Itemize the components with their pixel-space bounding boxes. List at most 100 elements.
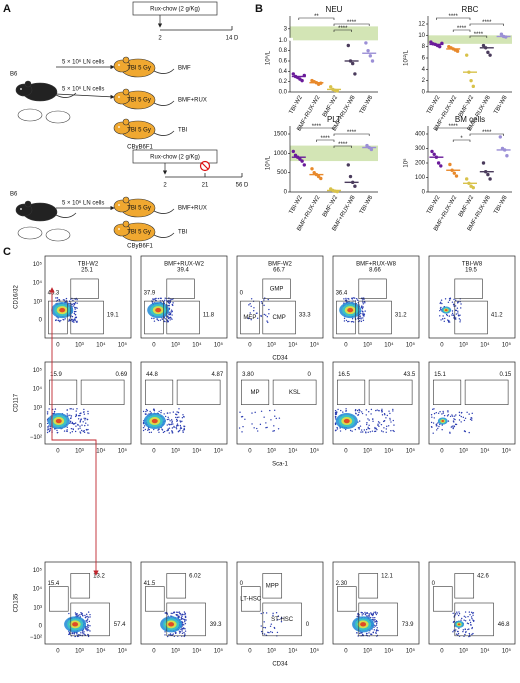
x-tick-label: 0 <box>248 343 252 349</box>
cage <box>45 228 71 242</box>
panel-label: A <box>3 3 11 15</box>
significance-bracket <box>333 145 352 148</box>
event <box>182 414 184 416</box>
event <box>74 302 77 304</box>
event <box>364 302 366 304</box>
event <box>455 313 458 315</box>
event <box>374 618 376 621</box>
event <box>435 411 437 414</box>
x-tick-label: 10⁵ <box>214 342 224 349</box>
event <box>362 317 364 319</box>
event <box>449 431 451 433</box>
event <box>458 613 461 615</box>
event <box>277 619 279 621</box>
event <box>179 424 182 427</box>
gate-value: 15.4 <box>48 581 60 587</box>
event <box>177 411 180 414</box>
event <box>238 427 241 429</box>
data-point <box>471 84 475 89</box>
gate-value: 39.4 <box>177 268 189 274</box>
event <box>275 417 277 420</box>
event <box>152 299 154 301</box>
event <box>260 625 262 627</box>
event <box>163 299 166 301</box>
event <box>393 430 395 433</box>
event <box>174 632 177 635</box>
event <box>354 428 357 431</box>
label: 2 <box>158 36 162 42</box>
x-tick-label: 10⁴ <box>192 648 202 655</box>
event <box>472 619 474 621</box>
gate <box>262 278 291 299</box>
plot-frame <box>44 255 132 339</box>
mouse-label: TBI 5 Gy <box>127 128 151 134</box>
data-point <box>438 44 442 49</box>
event <box>354 410 357 412</box>
event <box>149 410 151 413</box>
event <box>88 620 91 623</box>
event <box>472 612 475 614</box>
event <box>357 317 359 320</box>
event <box>343 298 345 300</box>
event <box>368 419 370 421</box>
chart-title: PLT <box>327 115 341 124</box>
event <box>56 429 58 432</box>
event <box>247 317 249 319</box>
event <box>83 408 85 411</box>
mouse-eye <box>118 64 120 66</box>
event <box>362 313 364 315</box>
event <box>464 616 467 618</box>
data-point <box>300 78 304 83</box>
x-tick-label: 10⁵ <box>118 448 128 455</box>
event <box>71 421 74 424</box>
event <box>430 421 433 424</box>
event <box>463 619 465 621</box>
event <box>361 612 363 614</box>
event <box>183 415 185 418</box>
event <box>167 304 169 307</box>
event <box>175 614 177 616</box>
gate <box>336 586 357 612</box>
event <box>274 415 276 417</box>
y-tick-label: 2 <box>422 78 426 84</box>
density <box>457 623 461 626</box>
gate-value: 41.5 <box>144 581 156 587</box>
event <box>462 630 464 633</box>
event <box>360 429 363 431</box>
y-tick-label: 10⁵ <box>33 567 43 574</box>
event <box>453 415 456 417</box>
event <box>175 428 178 430</box>
event <box>168 432 170 434</box>
event <box>87 611 90 613</box>
mouse-ear <box>122 196 130 204</box>
event <box>256 427 258 430</box>
gate <box>166 602 206 637</box>
event <box>451 414 453 416</box>
y-tick-label: 0.4 <box>279 69 288 75</box>
event <box>74 319 76 321</box>
y-tick-label: 1000 <box>274 151 288 157</box>
gate-value: 11.8 <box>203 313 215 319</box>
event <box>273 409 276 412</box>
normal-range <box>290 26 378 41</box>
event <box>269 631 272 633</box>
panel-label: B <box>255 3 263 15</box>
event <box>178 408 180 410</box>
event <box>386 425 388 428</box>
event <box>464 611 467 613</box>
gate-value: 6.02 <box>189 574 201 580</box>
event <box>269 409 271 412</box>
event <box>60 319 62 322</box>
event <box>457 634 459 636</box>
event <box>153 408 155 411</box>
event <box>180 628 182 631</box>
event <box>446 415 449 417</box>
event <box>462 416 465 419</box>
event <box>181 416 184 419</box>
event <box>66 409 68 411</box>
event <box>453 425 456 428</box>
event <box>433 408 435 410</box>
event <box>471 412 473 415</box>
gate <box>336 379 366 405</box>
gate <box>144 300 164 335</box>
